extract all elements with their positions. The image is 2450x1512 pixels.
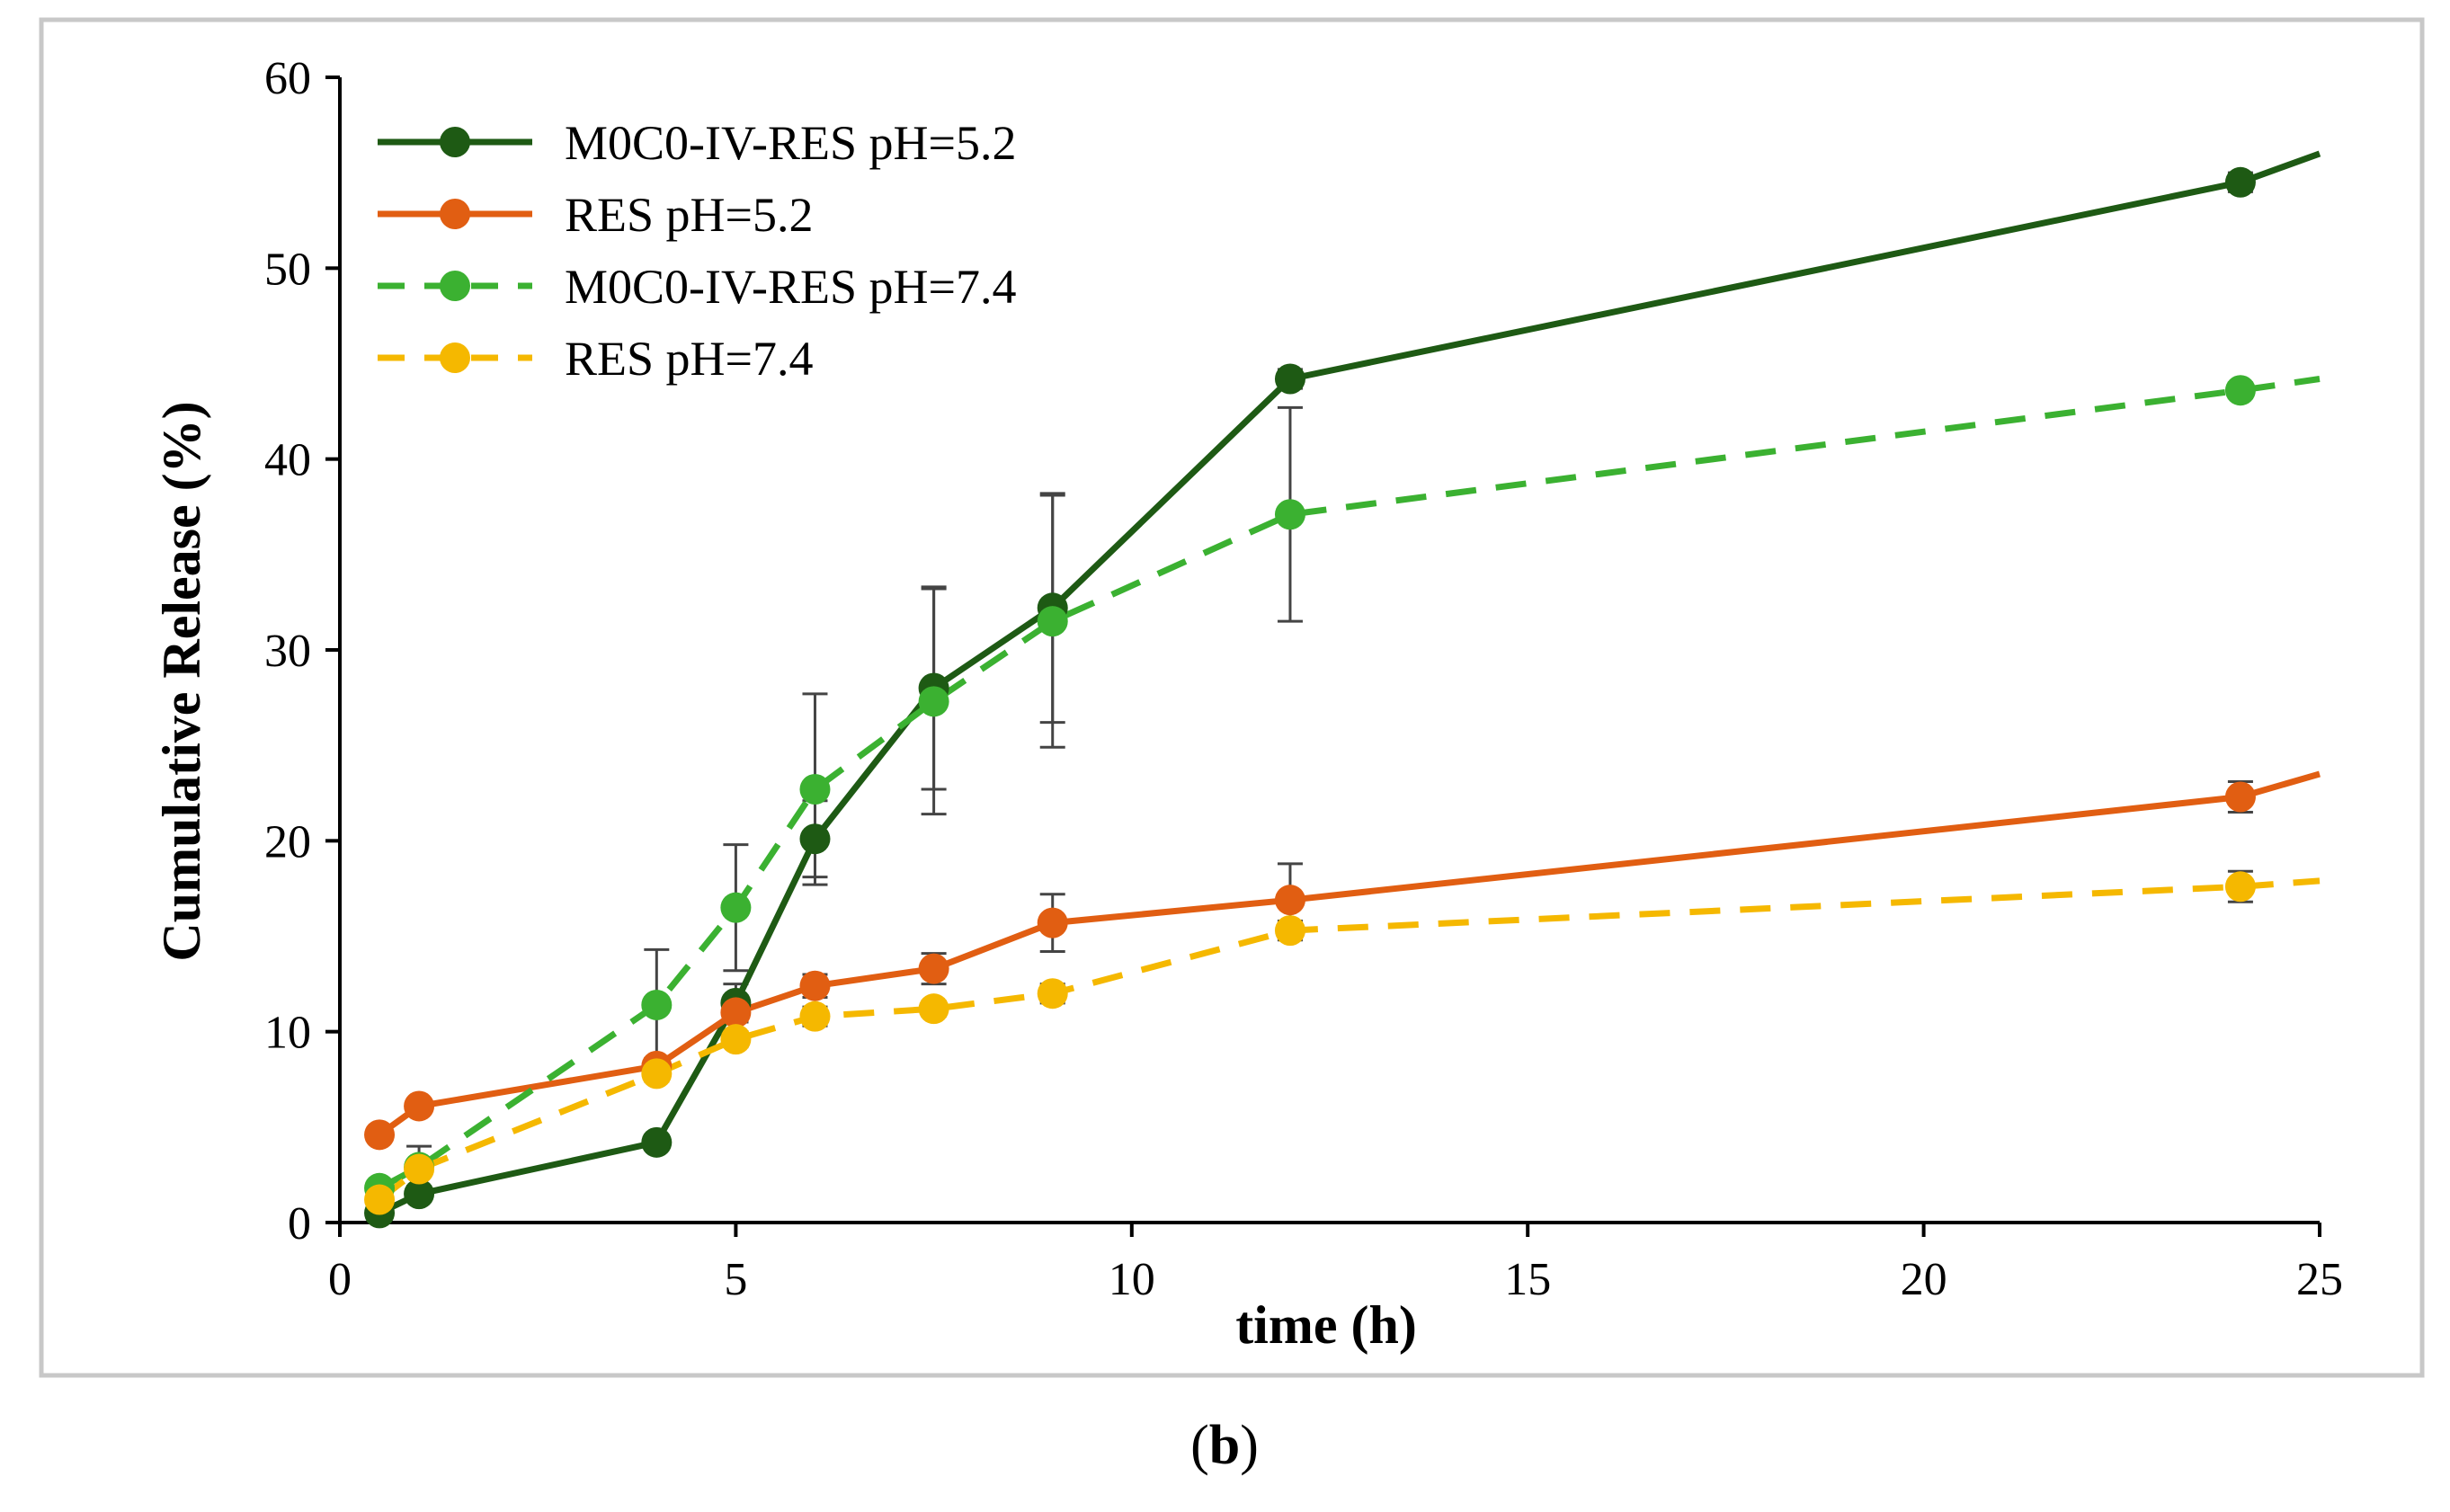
legend-label-0: M0C0-IV-RES pH=5.2 [565,116,1017,170]
data-point [404,1153,435,1185]
series-markers [364,166,2256,1229]
series-lines [377,150,2321,1216]
x-tick-label: 0 [328,1254,352,1305]
data-point [1037,907,1068,938]
data-point [404,1178,435,1210]
data-point [641,1126,673,1158]
legend-marker-0 [440,127,470,157]
y-tick-label: 0 [288,1198,311,1250]
data-point [1274,885,1305,916]
y-tick-label: 10 [264,1008,311,1059]
data-point [799,774,831,805]
y-tick-label: 20 [264,816,311,867]
data-point [2224,166,2256,198]
x-axis-label: time (h) [1235,1295,1417,1355]
series-line-3 [377,877,2321,1203]
data-point [799,970,831,1001]
data-point [364,1119,396,1151]
y-tick-label: 60 [264,53,311,104]
data-point [918,686,949,717]
data-point [364,1184,396,1215]
legend-marker-3 [440,342,470,373]
data-point [720,997,752,1028]
data-point [1037,978,1068,1009]
data-point [799,823,831,855]
series-line-0 [378,150,2321,1216]
y-tick-label: 30 [264,626,311,677]
x-tick-label: 10 [1109,1254,1155,1305]
data-point [1274,499,1305,530]
data-point [918,993,949,1025]
series-line-2 [378,376,2321,1191]
y-tick-label: 40 [264,435,311,486]
data-point [918,953,949,984]
data-point [404,1090,435,1122]
x-tick-label: 5 [724,1254,747,1305]
data-point [641,1058,673,1090]
figure-frame [39,17,2425,1378]
legend-label-3: RES pH=7.4 [565,332,814,386]
figure-caption: (b) [1190,1415,1259,1476]
legend: M0C0-IV-RES pH=5.2 RES pH=5.2 M0C0-IV-RES … [378,116,1017,386]
legend-marker-1 [440,199,470,229]
data-point [799,1001,831,1032]
data-point [720,1024,752,1055]
data-point [2224,781,2256,813]
legend-label-1: RES pH=5.2 [565,188,814,242]
data-point [1274,363,1305,395]
x-tick-label: 20 [1901,1254,1947,1305]
data-point [720,892,752,923]
data-point [2224,871,2256,903]
y-axis-label: Cumulative Release (%) [152,401,211,961]
x-tick-label: 25 [2296,1254,2343,1305]
legend-marker-2 [440,271,470,301]
y-tick-label: 50 [264,244,311,295]
axes: 0 5 10 15 20 25 0 10 20 30 40 50 60 [264,53,2343,1305]
data-point [1274,915,1305,947]
data-point [2224,375,2256,406]
x-tick-label: 15 [1504,1254,1551,1305]
series-line-1 [377,770,2321,1138]
data-point [641,989,673,1020]
legend-label-2: M0C0-IV-RES pH=7.4 [565,260,1017,314]
data-point [1037,606,1068,637]
